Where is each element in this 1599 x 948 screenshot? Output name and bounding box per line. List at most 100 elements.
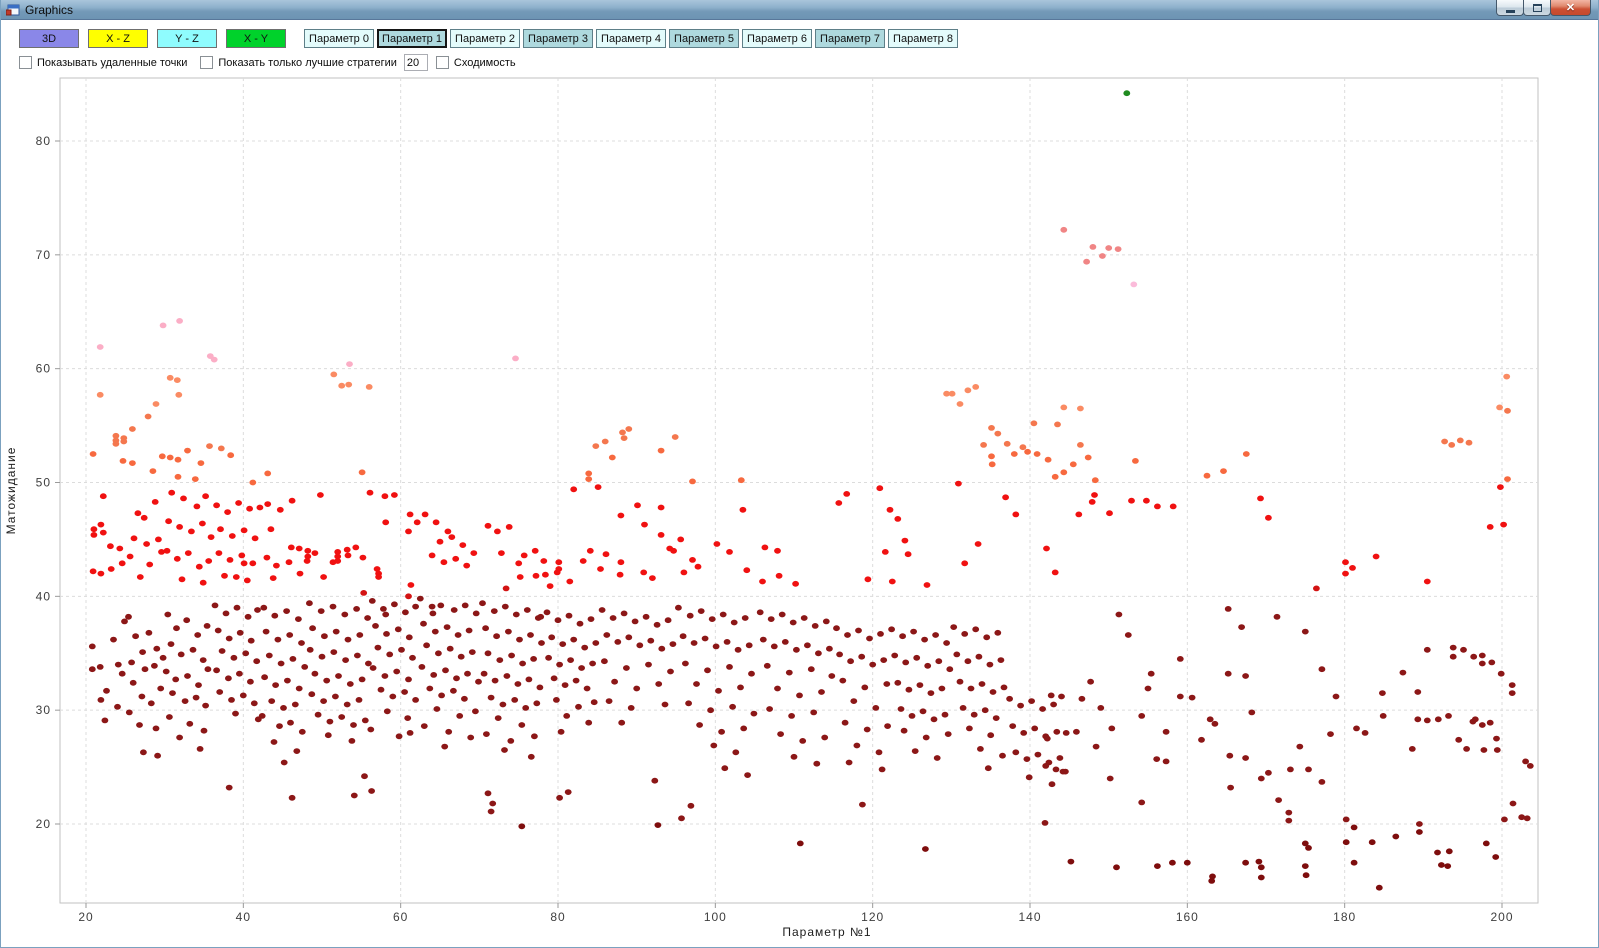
data-point bbox=[793, 646, 800, 653]
data-point bbox=[1257, 775, 1265, 782]
data-point bbox=[88, 643, 96, 650]
view-button-x-z[interactable]: X - Z bbox=[88, 29, 148, 48]
data-point bbox=[428, 603, 436, 610]
param-button-3[interactable]: Параметр 3 bbox=[523, 29, 593, 48]
data-point bbox=[412, 697, 419, 703]
data-point bbox=[554, 617, 562, 624]
data-point bbox=[287, 544, 295, 551]
data-point bbox=[225, 635, 233, 642]
data-point bbox=[536, 684, 544, 691]
param-button-6[interactable]: Параметр 6 bbox=[742, 29, 812, 48]
view-button-3d[interactable]: 3D bbox=[19, 29, 79, 48]
param-button-5[interactable]: Параметр 5 bbox=[669, 29, 739, 48]
data-point bbox=[611, 678, 618, 685]
data-point bbox=[354, 652, 361, 659]
view-button-x-y[interactable]: X - Y bbox=[226, 29, 286, 48]
data-point bbox=[522, 705, 530, 711]
data-point bbox=[1414, 716, 1422, 723]
data-point bbox=[966, 725, 973, 732]
data-point bbox=[891, 652, 899, 659]
data-point bbox=[364, 615, 371, 621]
data-point bbox=[657, 447, 665, 454]
data-point bbox=[730, 619, 738, 626]
data-point bbox=[737, 684, 744, 691]
data-point bbox=[404, 715, 412, 721]
data-point bbox=[366, 489, 374, 496]
data-point bbox=[919, 708, 927, 715]
data-point bbox=[1033, 451, 1041, 457]
maximize-button[interactable] bbox=[1523, 0, 1551, 16]
data-point bbox=[394, 626, 402, 633]
data-point bbox=[317, 608, 325, 614]
data-point bbox=[448, 534, 456, 540]
data-point bbox=[136, 722, 143, 728]
data-point bbox=[763, 662, 771, 669]
data-point bbox=[679, 633, 687, 640]
data-point bbox=[217, 526, 224, 533]
param-button-1[interactable]: Параметр 1 bbox=[377, 29, 447, 48]
data-point bbox=[103, 687, 110, 694]
data-point bbox=[463, 562, 471, 569]
data-point bbox=[166, 374, 174, 381]
data-point bbox=[165, 518, 173, 525]
data-point bbox=[601, 658, 608, 665]
data-point bbox=[1399, 669, 1407, 676]
data-point bbox=[592, 640, 600, 646]
data-point bbox=[579, 558, 587, 564]
minimize-button[interactable] bbox=[1496, 0, 1524, 16]
data-point bbox=[583, 685, 591, 692]
param-button-7[interactable]: Параметр 7 bbox=[815, 29, 885, 48]
data-point bbox=[818, 689, 825, 695]
show-best-checkbox[interactable] bbox=[200, 56, 214, 69]
data-point bbox=[326, 718, 334, 725]
data-point bbox=[430, 672, 438, 678]
data-point bbox=[741, 615, 749, 621]
param-button-0[interactable]: Параметр 0 bbox=[304, 29, 374, 48]
data-point bbox=[1097, 705, 1105, 711]
data-point bbox=[1162, 728, 1170, 735]
data-point bbox=[1509, 800, 1517, 807]
data-point bbox=[368, 788, 375, 794]
param-button-8[interactable]: Параметр 8 bbox=[888, 29, 958, 48]
data-point bbox=[1350, 824, 1358, 831]
data-point bbox=[240, 560, 248, 567]
view-button-y-z[interactable]: Y - Z bbox=[157, 29, 217, 48]
data-point bbox=[689, 478, 696, 485]
data-point bbox=[664, 617, 672, 624]
convergence-checkbox[interactable] bbox=[435, 56, 449, 69]
data-point bbox=[358, 676, 366, 683]
data-point bbox=[718, 728, 725, 735]
data-point bbox=[726, 549, 733, 555]
data-point bbox=[880, 657, 888, 663]
data-point bbox=[295, 616, 302, 622]
data-point bbox=[1441, 438, 1448, 445]
data-point bbox=[174, 456, 182, 463]
data-point bbox=[1198, 736, 1205, 743]
data-point bbox=[989, 689, 997, 695]
data-point bbox=[1211, 720, 1219, 727]
data-point bbox=[651, 777, 659, 784]
data-point bbox=[277, 660, 285, 667]
data-point bbox=[418, 664, 426, 670]
data-point bbox=[719, 611, 727, 618]
data-point bbox=[804, 642, 811, 649]
data-point bbox=[175, 391, 183, 398]
data-point bbox=[494, 528, 501, 535]
param-button-4[interactable]: Параметр 4 bbox=[596, 29, 666, 48]
data-point bbox=[484, 650, 492, 657]
data-point bbox=[120, 438, 128, 445]
close-button[interactable]: ✕ bbox=[1550, 0, 1591, 16]
show-removed-checkbox[interactable] bbox=[19, 56, 32, 69]
data-point bbox=[924, 662, 932, 669]
data-point bbox=[732, 749, 740, 756]
param-button-2[interactable]: Параметр 2 bbox=[450, 29, 520, 48]
data-point bbox=[335, 673, 342, 679]
data-point bbox=[843, 491, 851, 497]
data-point bbox=[1434, 716, 1442, 723]
data-point bbox=[790, 753, 798, 760]
best-count-input[interactable] bbox=[403, 54, 428, 71]
data-point bbox=[520, 552, 528, 559]
data-point bbox=[195, 682, 202, 688]
data-point bbox=[442, 667, 449, 674]
